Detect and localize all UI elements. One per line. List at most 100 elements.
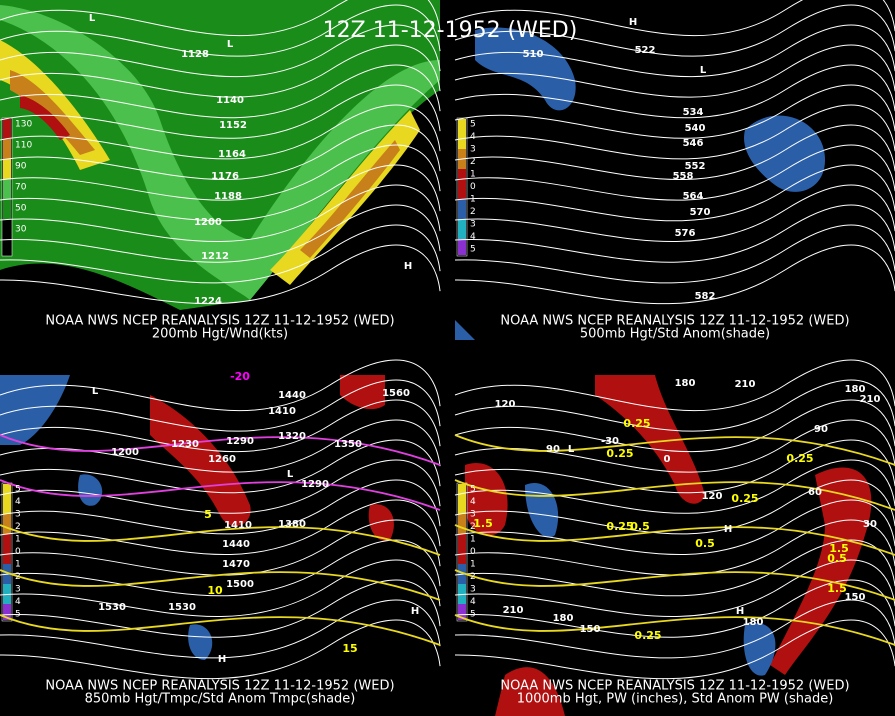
contour-label: H	[724, 524, 732, 535]
legend-label: 50	[15, 204, 27, 214]
temp-contour	[0, 479, 441, 511]
temp-label: 0.25	[634, 629, 661, 642]
contour	[0, 4, 441, 57]
legend-label: 5	[470, 245, 476, 255]
temp-label: -20	[230, 370, 250, 383]
contour-label: L	[227, 39, 234, 50]
contour-label: 1440	[222, 539, 250, 550]
map-caption: 500mb Hgt/Std Anom(shade)	[580, 327, 770, 342]
contour-label: 180	[845, 384, 866, 395]
legend-label: 2	[470, 207, 476, 217]
contour	[0, 24, 441, 78]
legend-label: 1	[470, 195, 476, 205]
contour-label: 1164	[218, 149, 246, 160]
contour	[454, 579, 895, 638]
temp-label: 1.5	[473, 517, 493, 530]
temp-label: 0.25	[606, 447, 633, 460]
contour	[0, 244, 441, 305]
contours	[454, 359, 895, 680]
temp-contour	[454, 569, 895, 601]
main-title: 12Z 11-12-1952 (WED)	[323, 18, 578, 43]
contour	[454, 379, 895, 432]
contour	[454, 479, 895, 535]
legend-label: 4	[15, 597, 21, 607]
contour-label: 1350	[334, 439, 362, 450]
contour-label: 30	[863, 519, 877, 530]
contour-label: 90	[814, 424, 828, 435]
legend-label: 0	[470, 182, 476, 192]
temp-label: 0.5	[695, 537, 715, 550]
legend-label: 90	[15, 162, 27, 172]
contour	[454, 124, 895, 180]
contour-label: H	[411, 606, 419, 617]
contour-label: 150	[580, 624, 601, 635]
contour	[0, 359, 441, 411]
temp-contour	[0, 524, 441, 556]
contour	[0, 619, 441, 680]
contour	[454, 439, 895, 494]
contour	[454, 599, 895, 659]
contour-label: H	[404, 261, 412, 272]
contour-label: 510	[523, 49, 544, 60]
legend-label: 3	[470, 145, 476, 155]
contour-label: L	[89, 13, 96, 24]
contour-label: 180	[553, 613, 574, 624]
contours	[454, 0, 895, 305]
panel-200mb: 130 110 90 70 50 30 1128 1140 1152 1164 1176 1188 12…	[0, 0, 441, 342]
temp-label: 1.5	[827, 582, 847, 595]
contour-label: 564	[683, 191, 704, 202]
temp-label: 0.25	[731, 492, 758, 505]
contours	[0, 0, 441, 305]
contour-label: 540	[685, 123, 706, 134]
map-caption: 1000mb Hgt, PW (inches), Std Anom PW (sh…	[517, 692, 834, 707]
contour-label: -30	[601, 436, 619, 447]
contour	[0, 499, 441, 555]
contour	[0, 44, 441, 98]
contour-label: 180	[743, 617, 764, 628]
contour-label: 558	[673, 171, 694, 182]
contour	[454, 244, 895, 305]
contour-label: H	[736, 606, 744, 617]
contour-label: 1530	[168, 602, 196, 613]
temp-contour	[454, 479, 895, 511]
legend-label: 0	[15, 547, 21, 557]
contour	[0, 164, 441, 222]
contour-label: 1410	[268, 406, 296, 417]
contour-label: 150	[845, 592, 866, 603]
contour-label: L	[568, 444, 575, 455]
legend-label: 70	[15, 183, 27, 193]
contour-label: 1176	[211, 171, 239, 182]
contour-label: 582	[695, 291, 716, 302]
contour	[454, 399, 895, 453]
map-caption: 200mb Hgt/Wnd(kts)	[152, 327, 288, 342]
contour	[454, 359, 895, 411]
legend-label: 3	[470, 220, 476, 230]
contour-label: 120	[702, 491, 723, 502]
contour-label: 210	[860, 394, 881, 405]
contour-label: 522	[635, 45, 656, 56]
temp-label: 0.25	[606, 520, 633, 533]
contour	[0, 439, 441, 494]
contour-label: 1260	[208, 454, 236, 465]
contour	[454, 24, 895, 78]
legend-label: 4	[470, 597, 476, 607]
legend-label: 2	[470, 572, 476, 582]
contour	[0, 204, 441, 263]
contour-label: 1530	[98, 602, 126, 613]
contour	[454, 519, 895, 576]
temp-contour	[0, 434, 441, 466]
contour	[0, 124, 441, 180]
contour-label: 1224	[194, 296, 222, 307]
legend-label: 1	[470, 170, 476, 180]
contour	[0, 459, 441, 514]
source-caption: NOAA NWS NCEP REANALYSIS 12Z 11-12-1952 …	[45, 679, 394, 694]
contour	[0, 599, 441, 659]
contour-label: 546	[683, 138, 704, 149]
contour-label: 1320	[278, 431, 306, 442]
temp-contour	[0, 569, 441, 601]
contours	[0, 359, 441, 680]
legend-label: 1	[470, 560, 476, 570]
source-caption: NOAA NWS NCEP REANALYSIS 12Z 11-12-1952 …	[45, 314, 394, 329]
